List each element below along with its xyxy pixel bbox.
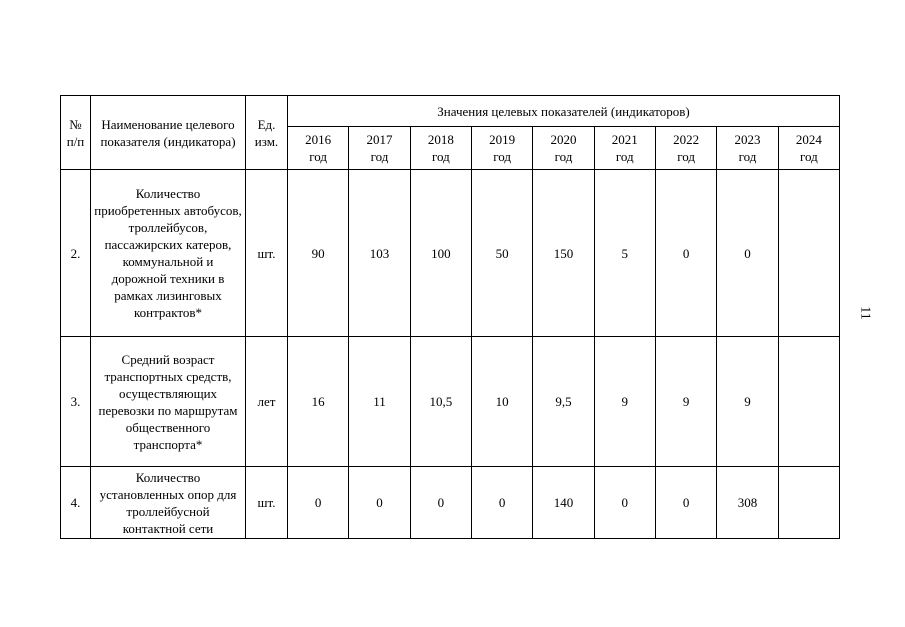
column-header-year-2022: 2022 год (654, 126, 718, 170)
value-2021: 9 (593, 336, 656, 467)
column-header-values-title: Значения целевых показателей (индикаторо… (287, 95, 840, 127)
column-header-unit: Ед. изм. (245, 95, 288, 170)
value-2017: 0 (348, 466, 411, 539)
value-2016: 16 (286, 336, 350, 467)
value-2018: 0 (409, 466, 472, 539)
value-2022: 0 (654, 466, 718, 539)
value-2023: 0 (716, 169, 779, 337)
row-number: 2. (60, 169, 91, 337)
table-header-row-1: № п/п Наименование целевого показателя (… (60, 95, 840, 170)
value-2016: 0 (286, 466, 350, 539)
indicator-name: Количество установленных опор для тролле… (90, 466, 246, 539)
table-row: 2. Количество приобретенных автобусов, т… (60, 169, 841, 337)
column-header-number: № п/п (60, 95, 91, 170)
value-2019: 0 (470, 466, 534, 539)
value-2018: 100 (409, 169, 472, 337)
column-header-year-2023: 2023 год (716, 126, 779, 170)
value-2022: 0 (654, 169, 718, 337)
column-header-year-2021: 2021 год (593, 126, 656, 170)
indicators-table: № п/п Наименование целевого показателя (… (60, 95, 841, 539)
value-2018: 10,5 (409, 336, 472, 467)
value-2021: 0 (593, 466, 656, 539)
value-2020: 9,5 (532, 336, 595, 467)
unit-value: шт. (245, 169, 288, 337)
row-number: 4. (60, 466, 91, 539)
indicator-name: Средний возраст транспортных средств, ос… (90, 336, 246, 467)
page-number: 11 (857, 306, 873, 320)
value-2024 (777, 169, 841, 337)
value-2017: 11 (348, 336, 411, 467)
value-2023: 9 (716, 336, 779, 467)
value-2023: 308 (716, 466, 779, 539)
value-2020: 150 (532, 169, 595, 337)
unit-value: шт. (245, 466, 288, 539)
column-header-year-2020: 2020 год (532, 126, 595, 170)
column-header-year-2024: 2024 год (777, 126, 841, 170)
table-header-row-2: 2016 год 2017 год 2018 год 2019 год 2020… (61, 126, 841, 170)
value-2019: 10 (470, 336, 534, 467)
indicator-name: Количество приобретенных автобусов, трол… (90, 169, 246, 337)
value-2024 (777, 466, 841, 539)
unit-value: лет (245, 336, 288, 467)
value-2022: 9 (654, 336, 718, 467)
table-row: 3. Средний возраст транспортных средств,… (60, 336, 841, 467)
column-header-year-2017: 2017 год (348, 126, 411, 170)
column-header-indicator-name: Наименование целевого показателя (индика… (90, 95, 246, 170)
table-row: 4. Количество установленных опор для тро… (60, 466, 841, 539)
column-header-year-2016: 2016 год (286, 126, 350, 170)
value-2021: 5 (593, 169, 656, 337)
value-2024 (777, 336, 841, 467)
value-2016: 90 (286, 169, 350, 337)
column-header-year-2019: 2019 год (470, 126, 534, 170)
row-number: 3. (60, 336, 91, 467)
column-header-year-2018: 2018 год (409, 126, 472, 170)
value-2017: 103 (348, 169, 411, 337)
value-2019: 50 (470, 169, 534, 337)
value-2020: 140 (532, 466, 595, 539)
